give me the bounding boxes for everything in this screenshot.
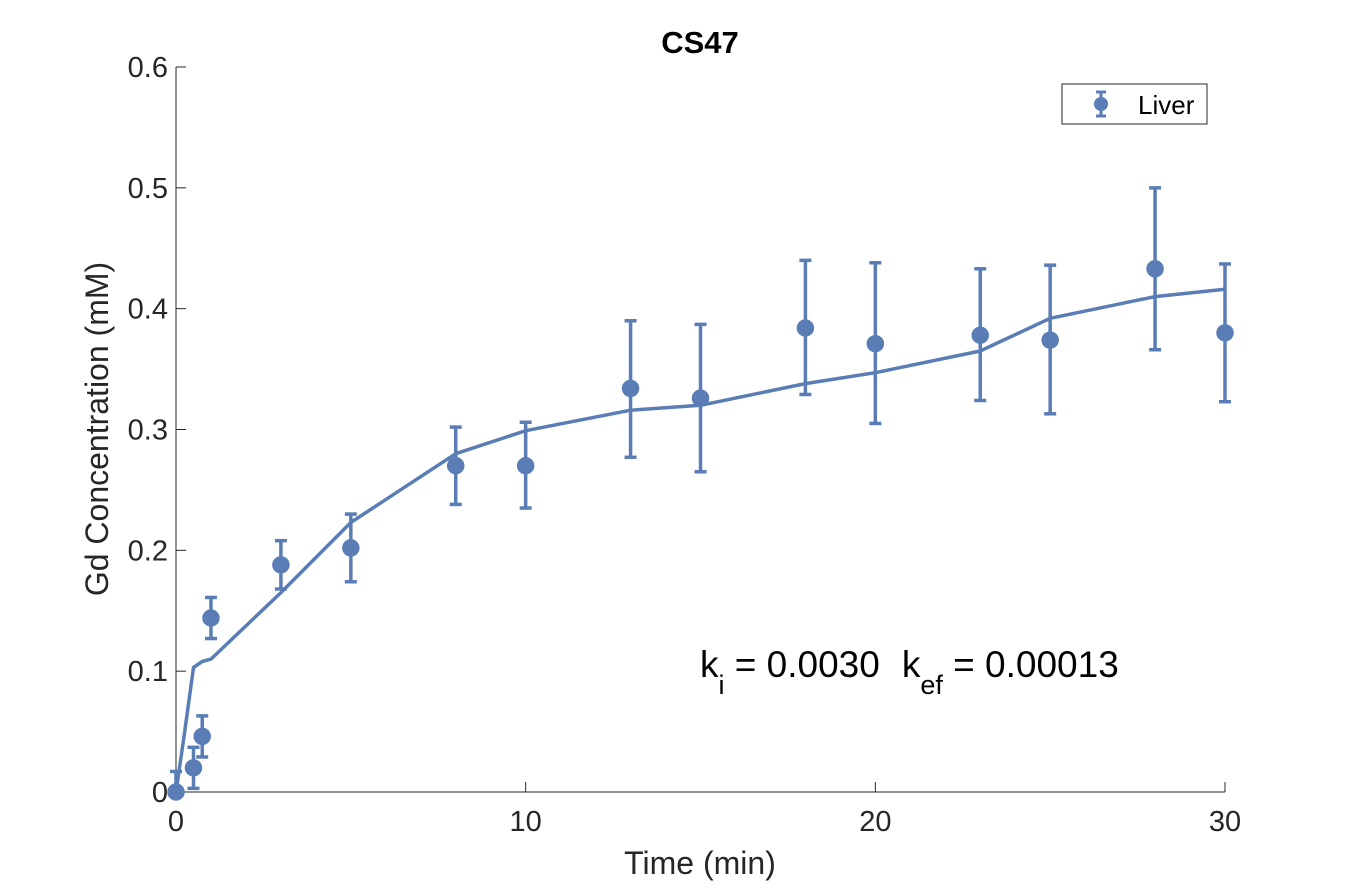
legend-dot	[1094, 97, 1108, 111]
data-point	[621, 379, 640, 398]
data-point	[167, 783, 185, 801]
x-axis-label: Time (min)	[624, 845, 776, 881]
data-point	[1041, 331, 1059, 349]
y-axis-label: Gd Concentration (mM)	[79, 262, 115, 596]
data-point	[1216, 324, 1234, 342]
fit-annotation: ki = 0.0030 kef = 0.00013	[700, 644, 1119, 700]
data-point	[796, 319, 815, 337]
data-point	[342, 539, 360, 557]
legend-label: Liver	[1138, 90, 1195, 120]
legend: Liver	[1061, 83, 1208, 125]
y-tick-label: 0.6	[128, 52, 168, 84]
data-point	[272, 556, 290, 574]
data-point	[193, 727, 211, 746]
error-bar-group	[170, 769, 182, 792]
data-point	[516, 457, 535, 475]
annot-k1: k	[700, 644, 719, 685]
y-tick-label: 0	[152, 777, 168, 809]
x-tick-label: 20	[859, 806, 891, 838]
x-tick-label: 30	[1209, 806, 1241, 838]
chart-title: CS47	[661, 25, 739, 60]
y-tick-label: 0.4	[128, 294, 168, 326]
annot-k2-val: = 0.00013	[943, 644, 1119, 685]
legend-marker	[1094, 90, 1108, 118]
annot-k2-sub: ef	[920, 670, 943, 700]
data-point	[1146, 260, 1164, 278]
y-tick-label: 0.3	[128, 415, 168, 447]
data-point	[202, 609, 220, 627]
y-tick-label: 0.5	[128, 173, 168, 205]
data-point	[446, 457, 465, 475]
annot-k1-sub: i	[719, 670, 725, 700]
x-tick-label: 10	[510, 806, 542, 838]
x-tick-label: 0	[168, 806, 184, 838]
data-point	[691, 389, 710, 407]
data-point	[866, 334, 885, 353]
data-point	[971, 326, 989, 344]
y-tick-label: 0.1	[128, 656, 168, 688]
annot-k1-val: = 0.0030	[725, 644, 880, 685]
data-point	[184, 759, 203, 777]
data-marks	[167, 186, 1234, 801]
y-tick-label: 0.2	[128, 535, 168, 567]
ticks: 0 0.1 0.2 0.3 0.4 0.5 0.6 0 10 20 30	[128, 52, 1241, 838]
legend-box	[1061, 83, 1208, 125]
annot-k2: k	[902, 644, 921, 685]
